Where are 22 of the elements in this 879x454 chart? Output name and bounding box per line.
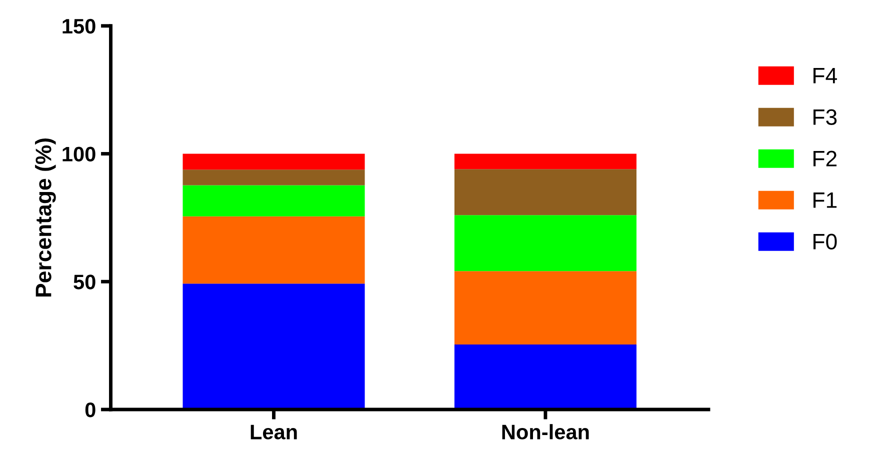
legend-label: F1 <box>814 192 837 208</box>
bar <box>454 154 636 170</box>
legend-label: F0 <box>814 234 837 250</box>
bar <box>454 169 636 216</box>
y-tick-label: 100 <box>62 146 96 162</box>
legend-label: F4 <box>814 68 837 84</box>
bar <box>182 185 365 216</box>
y-tick-label: 50 <box>74 274 96 290</box>
bar <box>182 216 365 284</box>
legend-label: F2 <box>814 150 837 166</box>
y-tick-label: 0 <box>85 402 96 418</box>
x-tick-label: Non-lean <box>502 424 589 440</box>
y-tick-label: 150 <box>62 18 96 34</box>
bar <box>182 154 365 170</box>
bar <box>454 215 636 272</box>
x-tick-label: Lean <box>250 424 297 440</box>
y-axis-title: Percentage (%) <box>35 138 56 296</box>
bar <box>182 170 365 186</box>
bar <box>454 344 636 410</box>
bar <box>454 271 636 345</box>
bar <box>182 284 365 410</box>
legend-label: F3 <box>814 109 837 126</box>
